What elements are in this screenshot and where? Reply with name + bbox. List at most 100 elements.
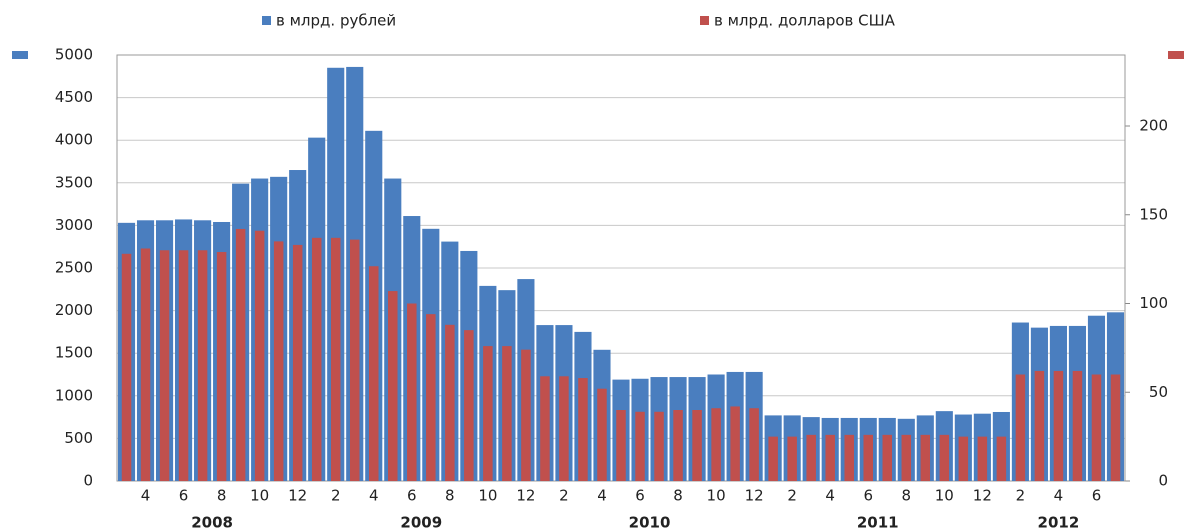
y-tick-label: 3500 [55, 173, 93, 191]
y-axis-marker [12, 51, 28, 59]
x-tick-label: 4 [1054, 487, 1064, 505]
y-tick-label: 2500 [55, 259, 93, 277]
bar [578, 378, 588, 481]
y-tick-label: 2000 [55, 301, 93, 319]
y-tick-label: 1500 [55, 344, 93, 362]
bar [1053, 370, 1064, 481]
bar [749, 408, 759, 481]
year-label: 2011 [857, 514, 899, 532]
y2-tick-label: 0 [1158, 472, 1168, 490]
x-tick-label: 8 [673, 487, 683, 505]
x-tick-label: 4 [369, 487, 379, 505]
bar [1015, 374, 1026, 481]
bar [863, 434, 873, 481]
bar [673, 410, 683, 481]
bar [654, 411, 664, 481]
bar [197, 250, 208, 481]
bar [958, 436, 969, 481]
y2-tick-label: 100 [1139, 294, 1168, 312]
bar [140, 248, 151, 481]
bar [806, 434, 816, 481]
x-tick-label: 8 [217, 487, 227, 505]
bar [121, 253, 132, 481]
bar [483, 346, 493, 481]
bar [939, 434, 950, 481]
y-tick-label: 500 [64, 429, 93, 447]
legend-label: в млрд. долларов США [714, 12, 896, 30]
bar [1091, 374, 1102, 481]
bar [692, 410, 702, 481]
x-tick-label: 4 [141, 487, 151, 505]
x-tick-label: 6 [863, 487, 873, 505]
bar [407, 303, 417, 481]
bar [825, 434, 835, 481]
x-tick-label: 12 [516, 487, 535, 505]
bar [901, 434, 912, 481]
y2-tick-label: 200 [1139, 117, 1168, 135]
bar [1072, 370, 1083, 481]
bar [559, 376, 569, 481]
bar [616, 410, 626, 481]
x-tick-label: 12 [973, 487, 992, 505]
x-tick-label: 4 [597, 487, 607, 505]
y-tick-label: 1000 [55, 386, 93, 404]
x-tick-label: 6 [1092, 487, 1102, 505]
legend-label: в млрд. рублей [276, 12, 396, 30]
y-tick-label: 3000 [55, 216, 93, 234]
y-tick-label: 4500 [55, 88, 93, 106]
bar [388, 291, 398, 481]
bar [882, 434, 893, 481]
y-tick-label: 0 [83, 472, 93, 490]
bar [977, 436, 988, 481]
x-tick-label: 8 [445, 487, 455, 505]
bar [597, 388, 607, 481]
x-tick-label: 6 [179, 487, 189, 505]
y2-tick-label: 150 [1139, 205, 1168, 223]
year-label: 2009 [400, 514, 442, 532]
x-tick-label: 6 [635, 487, 645, 505]
y-tick-label: 5000 [55, 46, 93, 64]
x-tick-label: 10 [707, 487, 726, 505]
bar [349, 239, 360, 481]
bar [768, 436, 778, 481]
bar [635, 411, 645, 481]
bar [730, 406, 740, 481]
x-tick-label: 12 [288, 487, 307, 505]
bar [996, 436, 1007, 481]
legend-swatch [262, 16, 271, 25]
bar [1110, 374, 1121, 481]
bar [844, 434, 854, 481]
bar [464, 330, 474, 481]
bar [254, 230, 265, 481]
bar [369, 266, 379, 481]
bar [711, 408, 721, 481]
bar [159, 250, 170, 481]
bar [521, 349, 531, 481]
year-label: 2008 [191, 514, 233, 532]
bar [787, 436, 797, 481]
bar [273, 241, 284, 481]
bar [235, 228, 246, 481]
bar [502, 346, 512, 481]
x-tick-label: 12 [745, 487, 764, 505]
x-tick-label: 4 [825, 487, 835, 505]
x-tick-label: 10 [935, 487, 954, 505]
bar [178, 250, 189, 481]
year-label: 2010 [629, 514, 671, 532]
bar [920, 434, 931, 481]
y2-axis-marker [1168, 51, 1184, 59]
x-tick-label: 10 [250, 487, 269, 505]
bar [330, 237, 341, 481]
bar [426, 314, 436, 481]
x-tick-label: 10 [478, 487, 497, 505]
x-tick-label: 2 [787, 487, 797, 505]
x-tick-label: 6 [407, 487, 417, 505]
y-tick-label: 4000 [55, 131, 93, 149]
x-tick-label: 2 [331, 487, 341, 505]
bar [540, 376, 550, 481]
bar [216, 252, 227, 481]
bar [445, 324, 455, 481]
x-tick-label: 8 [902, 487, 912, 505]
x-tick-label: 2 [559, 487, 569, 505]
